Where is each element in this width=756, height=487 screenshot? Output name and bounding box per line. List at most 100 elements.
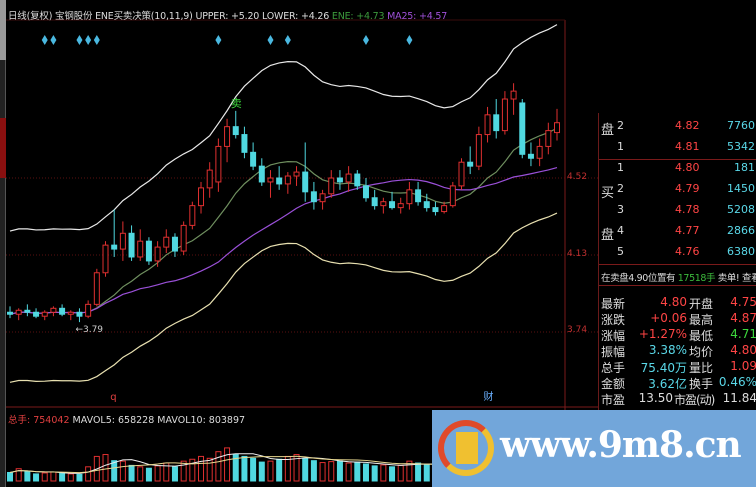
candle-body bbox=[467, 161, 474, 167]
candle[interactable] bbox=[76, 308, 83, 323]
large-order-notice[interactable]: 在卖盘4.90位置有 17518手 卖单! 查看详细 bbox=[601, 270, 756, 284]
candle[interactable] bbox=[536, 138, 543, 167]
watermark-banner: www.9m8.cn bbox=[432, 410, 756, 487]
candle[interactable] bbox=[7, 306, 13, 319]
candle[interactable] bbox=[111, 209, 118, 257]
candle[interactable] bbox=[475, 126, 482, 171]
candle[interactable] bbox=[85, 300, 92, 319]
candle[interactable] bbox=[484, 106, 491, 143]
volume-bar bbox=[406, 460, 413, 482]
candle[interactable] bbox=[371, 189, 378, 210]
candle[interactable] bbox=[128, 225, 135, 261]
candle[interactable] bbox=[554, 108, 560, 141]
candle[interactable] bbox=[406, 181, 413, 210]
candle[interactable] bbox=[154, 241, 161, 267]
candle-body bbox=[33, 311, 40, 317]
notice-qty: 17518手 bbox=[677, 273, 716, 284]
candle[interactable] bbox=[102, 241, 109, 277]
candle[interactable] bbox=[41, 310, 48, 321]
candle[interactable] bbox=[441, 201, 448, 214]
candle[interactable] bbox=[67, 310, 74, 321]
candle[interactable] bbox=[328, 170, 335, 198]
candle[interactable] bbox=[302, 142, 309, 202]
stat-cell: +1.27% bbox=[638, 327, 687, 341]
stat-cell: 4.80 bbox=[730, 343, 756, 357]
candle[interactable] bbox=[389, 191, 396, 210]
buy-signal-diamond-icon bbox=[215, 35, 222, 45]
candle[interactable] bbox=[15, 308, 22, 321]
candle-body bbox=[180, 224, 187, 252]
candle[interactable] bbox=[319, 189, 326, 210]
candle[interactable] bbox=[119, 221, 126, 261]
volume-bar bbox=[59, 472, 66, 482]
candle[interactable] bbox=[501, 91, 508, 135]
candle-body bbox=[406, 189, 413, 205]
candle[interactable] bbox=[284, 172, 291, 194]
candle[interactable] bbox=[458, 158, 465, 190]
candle[interactable] bbox=[137, 229, 144, 261]
candle[interactable] bbox=[545, 122, 552, 155]
ask-row[interactable]: 1 4.81 5342 bbox=[599, 140, 756, 161]
bid-row[interactable]: 1 4.80 181 bbox=[599, 161, 756, 182]
candle[interactable] bbox=[345, 166, 352, 192]
candle[interactable] bbox=[467, 146, 474, 175]
candle[interactable] bbox=[527, 142, 534, 167]
ene-mid-line bbox=[9, 127, 558, 315]
ma25-value: MA25: +4.57 bbox=[387, 11, 448, 22]
candle[interactable] bbox=[163, 229, 170, 254]
candle[interactable] bbox=[354, 170, 361, 190]
candle[interactable] bbox=[250, 142, 257, 171]
candle[interactable] bbox=[493, 99, 500, 139]
period-label[interactable]: 日线(复权) bbox=[8, 11, 53, 22]
candle[interactable] bbox=[519, 99, 526, 159]
buy-signal-diamond-icon bbox=[50, 35, 57, 45]
candle-body bbox=[15, 309, 22, 315]
candle[interactable] bbox=[423, 193, 430, 212]
candle[interactable] bbox=[267, 170, 274, 198]
bid-row[interactable]: 5 4.76 6380 bbox=[599, 245, 756, 266]
ask-row[interactable]: 盘 2 4.82 7760 bbox=[599, 119, 756, 140]
volume-bar bbox=[24, 471, 31, 482]
candle[interactable] bbox=[258, 158, 265, 186]
candle[interactable] bbox=[310, 181, 317, 210]
candle[interactable] bbox=[50, 306, 57, 317]
candle[interactable] bbox=[362, 178, 369, 202]
candle[interactable] bbox=[510, 83, 517, 115]
bid-row[interactable]: 盘 4 4.77 2866 bbox=[599, 224, 756, 245]
stat-cell: 4.71 bbox=[730, 327, 756, 341]
indicator-name[interactable]: ENE买卖决策(10,11,9) bbox=[95, 11, 193, 22]
candle[interactable] bbox=[145, 237, 152, 265]
price-pane bbox=[7, 24, 560, 383]
candle[interactable] bbox=[206, 162, 213, 198]
candle[interactable] bbox=[189, 201, 196, 230]
volume-bar bbox=[241, 455, 248, 482]
volume-bar bbox=[276, 458, 283, 482]
bid-row[interactable]: 3 4.78 5208 bbox=[599, 203, 756, 224]
candle[interactable] bbox=[93, 268, 100, 307]
candle[interactable] bbox=[293, 166, 300, 186]
candle[interactable] bbox=[432, 201, 439, 216]
candle[interactable] bbox=[198, 181, 205, 214]
candle[interactable] bbox=[24, 304, 31, 317]
candle[interactable] bbox=[241, 126, 248, 159]
candle[interactable] bbox=[276, 166, 283, 190]
candle[interactable] bbox=[215, 138, 222, 192]
candle[interactable] bbox=[180, 221, 187, 255]
candle[interactable] bbox=[336, 170, 343, 190]
candle[interactable] bbox=[415, 181, 422, 206]
candle[interactable] bbox=[59, 304, 66, 317]
candle[interactable] bbox=[449, 181, 456, 208]
candle[interactable] bbox=[232, 110, 239, 139]
bid-row[interactable]: 买 2 4.79 1450 bbox=[599, 182, 756, 203]
event-marker[interactable]: q bbox=[110, 392, 116, 403]
stat-cell: 涨跌 bbox=[601, 313, 626, 327]
candle[interactable] bbox=[397, 197, 404, 214]
event-marker[interactable]: 财 bbox=[484, 390, 494, 403]
candle[interactable] bbox=[33, 308, 40, 319]
candle-body bbox=[397, 203, 404, 209]
candle[interactable] bbox=[224, 118, 231, 163]
candle[interactable] bbox=[171, 233, 178, 257]
candle-body bbox=[362, 185, 369, 199]
view-details-link[interactable]: 卖单! 查看详细 bbox=[717, 273, 756, 284]
candle[interactable] bbox=[380, 197, 387, 214]
